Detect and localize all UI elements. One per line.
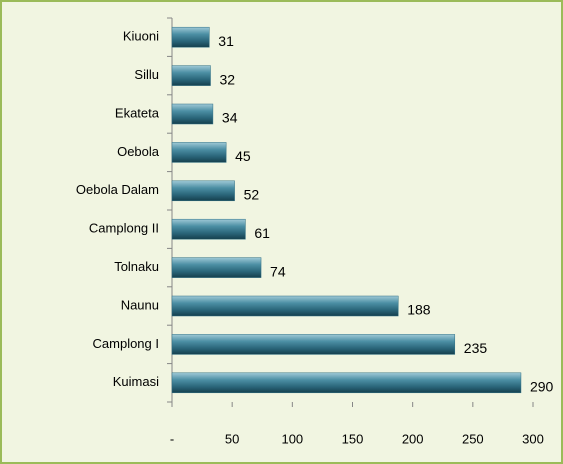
x-tick-label: 250: [462, 431, 484, 446]
bar: [171, 372, 522, 394]
bar: [171, 65, 211, 86]
bar: [171, 142, 227, 163]
y-tick-label: Sillu: [134, 67, 159, 82]
y-tick-label: Naunu: [121, 297, 159, 312]
data-label: 34: [222, 110, 238, 126]
bar: [171, 180, 235, 202]
y-tick-label: Camplong II: [89, 221, 159, 236]
data-label: 32: [220, 71, 236, 87]
x-tick-label: -: [170, 431, 174, 446]
y-tick-label: Ekateta: [115, 105, 160, 120]
bar: [171, 103, 214, 125]
data-label: 52: [244, 187, 260, 203]
y-tick-label: Oebola Dalam: [76, 182, 159, 197]
x-tick-label: 300: [522, 431, 544, 446]
x-tick-label: 150: [342, 431, 364, 446]
bar: [171, 218, 246, 240]
bar: [171, 295, 399, 317]
y-tick-label: Kuimasi: [113, 374, 159, 389]
x-tick-label: 200: [402, 431, 424, 446]
bar: [171, 257, 262, 278]
x-tick-label: 50: [225, 431, 239, 446]
y-tick-label: Tolnaku: [114, 259, 159, 274]
data-label: 31: [218, 33, 234, 49]
data-label: 188: [407, 302, 431, 318]
bar: [171, 26, 210, 48]
y-tick-label: Kiuoni: [123, 29, 159, 44]
bar: [171, 334, 456, 355]
data-label: 45: [235, 148, 251, 164]
y-tick-label: Oebola: [117, 144, 160, 159]
data-label: 290: [530, 379, 554, 395]
x-tick-label: 100: [281, 431, 303, 446]
y-tick-label: Camplong I: [93, 336, 159, 351]
data-label: 74: [270, 263, 286, 279]
data-label: 61: [254, 225, 270, 241]
data-label: 235: [464, 340, 488, 356]
